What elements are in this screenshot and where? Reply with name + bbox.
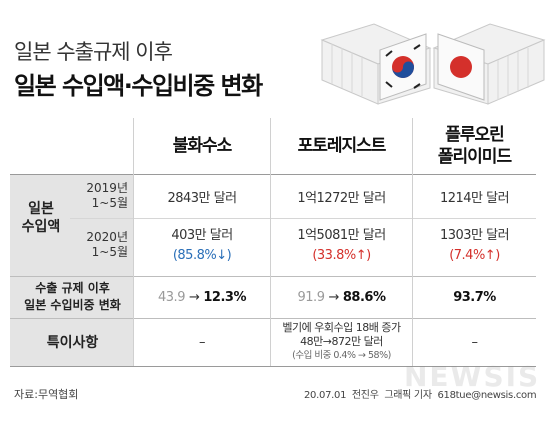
- cell-2019-hydrogen-fluoride: 2843만 달러: [167, 191, 237, 206]
- column-header-hydrogen-fluoride: 불화수소: [172, 136, 233, 156]
- table-bottom-divider: [10, 366, 536, 367]
- change-photoresist: (33.8%↑): [312, 247, 371, 263]
- row-label-japan-import: 일본 수입액: [21, 201, 61, 235]
- share-hydrogen-fluoride: 43.9 → 12.3%: [134, 277, 270, 318]
- cell-2020-photoresist: 1억5081만 달러: [297, 227, 386, 243]
- share-polyimide: 93.7%: [413, 277, 536, 318]
- year-label-2019: 2019년 1~5월: [86, 181, 128, 210]
- title-line1: 일본 수출규제 이후: [14, 40, 173, 64]
- share-before: 43.9: [158, 290, 185, 305]
- cell-2019-polyimide: 1214만 달러: [439, 191, 510, 206]
- note-polyimide: –: [471, 335, 479, 350]
- row-label-import-share: 수출 규제 이후 일본 수입비중 변화: [24, 281, 121, 312]
- note-hydrogen-fluoride: –: [199, 335, 206, 350]
- column-header-fluorinated-polyimide: 플루오린 폴리이미드: [437, 125, 512, 167]
- table-col-divider: [412, 118, 413, 366]
- row-label-notes: 특이사항: [46, 335, 99, 351]
- arrow: →: [328, 290, 339, 305]
- table-col-divider: [133, 118, 134, 366]
- share-after: 88.6%: [342, 290, 386, 305]
- change-hydrogen-fluoride: (85.8%↓): [172, 247, 232, 263]
- share-after: 12.3%: [203, 290, 246, 305]
- newsis-watermark: NEWSIS: [404, 360, 541, 393]
- title-line2: 일본 수입액·수입비중 변화: [14, 72, 263, 100]
- korea-flag-icon: [379, 33, 427, 101]
- table-top-divider: [10, 174, 536, 175]
- credit-label: 20.07.01 전진우 그래픽 기자 618tue@newsis.com: [304, 390, 537, 401]
- arrow: →: [188, 290, 200, 305]
- year-label-2020: 2020년 1~5월: [86, 230, 128, 259]
- cell-2020-polyimide: 1303만 달러: [439, 227, 510, 243]
- table-col-divider: [270, 118, 271, 366]
- table-divider: [10, 276, 536, 277]
- note-text: 벨기에 우회수입 18배 증가 48만→872만 달러: [282, 321, 401, 348]
- cell-2020-hydrogen-fluoride: 403만 달러: [171, 227, 233, 243]
- japan-flag-icon: [437, 33, 485, 101]
- column-header-photoresist: 포토레지스트: [297, 136, 387, 156]
- share-after: 93.7%: [453, 290, 496, 305]
- note-photoresist: 벨기에 우회수입 18배 증가 48만→872만 달러 (수입 비중 0.4% …: [271, 321, 412, 363]
- note-subtext: (수입 비중 0.4% → 58%): [292, 350, 391, 361]
- cell-2019-photoresist: 1억1272만 달러: [297, 191, 386, 206]
- source-label: 자료:무역협회: [14, 388, 79, 401]
- table-divider: [10, 318, 536, 319]
- table-left-column: [10, 174, 133, 366]
- korea-japan-flags-illustration: [320, 23, 546, 105]
- share-photoresist: 91.9 → 88.6%: [271, 277, 412, 318]
- change-polyimide: (7.4%↑): [449, 247, 500, 263]
- table-subdivider: [70, 218, 536, 219]
- share-before: 91.9: [297, 290, 325, 305]
